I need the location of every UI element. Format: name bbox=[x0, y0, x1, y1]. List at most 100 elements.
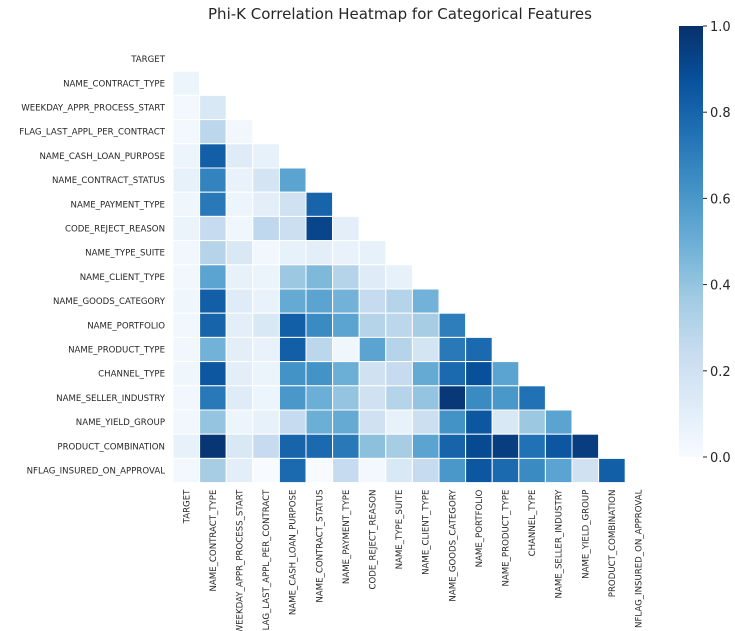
heatmap-cell bbox=[305, 264, 334, 290]
row-label: NAME_CONTRACT_TYPE bbox=[63, 79, 165, 89]
heatmap-cell bbox=[385, 457, 413, 484]
heatmap-cell bbox=[172, 361, 201, 387]
heatmap-cell bbox=[252, 457, 280, 484]
row-label: NAME_GOODS_CATEGORY bbox=[53, 297, 166, 307]
heatmap-cell bbox=[252, 264, 280, 290]
colorbar-tick-label: 1.0 bbox=[710, 20, 731, 35]
heatmap-cell bbox=[199, 191, 227, 217]
heatmap-cell bbox=[199, 336, 227, 363]
heatmap-cell bbox=[438, 433, 467, 459]
heatmap-cell bbox=[199, 457, 227, 484]
heatmap-cell bbox=[172, 288, 201, 314]
column-label: FLAG_LAST_APPL_PER_CONTRACT bbox=[262, 489, 272, 631]
heatmap-cell bbox=[411, 457, 440, 484]
heatmap-cell bbox=[199, 119, 227, 145]
heatmap-cell bbox=[411, 361, 440, 387]
heatmap-cell bbox=[438, 457, 467, 484]
heatmap-cell bbox=[278, 409, 307, 435]
heatmap-cell bbox=[172, 215, 201, 242]
heatmap-cell bbox=[305, 240, 334, 266]
heatmap-cell bbox=[332, 385, 360, 411]
column-label: CHANNEL_TYPE bbox=[528, 490, 538, 557]
heatmap-cell bbox=[465, 433, 493, 459]
column-label: NAME_GOODS_CATEGORY bbox=[448, 489, 458, 602]
heatmap-cell bbox=[332, 336, 360, 363]
heatmap-cell bbox=[571, 457, 600, 484]
heatmap-cell bbox=[544, 457, 573, 484]
column-label: NAME_CASH_LOAN_PURPOSE bbox=[289, 490, 299, 616]
heatmap-cell bbox=[172, 94, 201, 121]
heatmap-cell bbox=[172, 240, 201, 266]
heatmap-cell bbox=[305, 288, 334, 314]
heatmap-cell bbox=[411, 336, 440, 363]
heatmap-cell bbox=[411, 288, 440, 314]
heatmap-cell bbox=[332, 288, 360, 314]
column-label: NAME_CLIENT_TYPE bbox=[422, 490, 432, 575]
heatmap-cell bbox=[332, 433, 360, 459]
heatmap-cell bbox=[491, 409, 520, 435]
heatmap-cell bbox=[411, 409, 440, 435]
heatmap-cell bbox=[252, 336, 280, 363]
heatmap-cell bbox=[199, 361, 227, 387]
heatmap-cell bbox=[465, 361, 493, 387]
heatmap-cell bbox=[252, 312, 280, 338]
column-label: PRODUCT_COMBINATION bbox=[608, 490, 618, 598]
heatmap-cell bbox=[411, 433, 440, 459]
heatmap-cell bbox=[199, 409, 227, 435]
heatmap-cell bbox=[172, 409, 201, 435]
heatmap-cell bbox=[332, 312, 360, 338]
heatmap-cell bbox=[465, 409, 493, 435]
colorbar-tick-label: 0.0 bbox=[710, 451, 731, 466]
heatmap-cell bbox=[225, 240, 254, 266]
colorbar: 0.0 0.2 0.4 0.6 0.8 1.0 bbox=[679, 20, 731, 466]
row-label: NAME_PAYMENT_TYPE bbox=[71, 200, 165, 210]
row-label: NAME_PRODUCT_TYPE bbox=[68, 346, 165, 356]
heatmap-cell bbox=[518, 385, 546, 411]
heatmap-cell bbox=[305, 457, 334, 484]
colorbar-tick-label: 0.6 bbox=[710, 192, 731, 207]
heatmap-cell bbox=[278, 433, 307, 459]
row-label: FLAG_LAST_APPL_PER_CONTRACT bbox=[19, 128, 165, 138]
heatmap-cell bbox=[438, 361, 467, 387]
heatmap-cell bbox=[225, 119, 254, 145]
heatmap-cell bbox=[172, 119, 201, 145]
heatmap-cell bbox=[199, 288, 227, 314]
heatmap-cell bbox=[199, 94, 227, 121]
heatmap-cell bbox=[332, 457, 360, 484]
row-label: NAME_CLIENT_TYPE bbox=[80, 273, 165, 283]
heatmap-cell bbox=[225, 215, 254, 242]
heatmap-cell bbox=[438, 409, 467, 435]
heatmap-cell bbox=[385, 385, 413, 411]
heatmap-cell bbox=[172, 191, 201, 217]
heatmap-cell bbox=[518, 409, 546, 435]
heatmap-cell bbox=[278, 167, 307, 193]
heatmap-cell bbox=[252, 409, 280, 435]
column-label: NAME_PAYMENT_TYPE bbox=[342, 490, 352, 584]
row-label: NAME_YIELD_GROUP bbox=[76, 418, 165, 428]
heatmap-cell bbox=[225, 191, 254, 217]
heatmap-cell bbox=[172, 70, 201, 96]
column-label: NAME_TYPE_SUITE bbox=[395, 490, 405, 570]
heatmap-cell bbox=[358, 361, 387, 387]
heatmap-cell bbox=[278, 240, 307, 266]
heatmap-cell bbox=[278, 457, 307, 484]
row-label: NAME_CASH_LOAN_PURPOSE bbox=[39, 152, 165, 162]
heatmap-cell bbox=[544, 433, 573, 459]
column-label: NAME_SELLER_INDUSTRY bbox=[555, 489, 565, 599]
column-label: WEEKDAY_APPR_PROCESS_START bbox=[236, 489, 246, 631]
heatmap-cell bbox=[358, 385, 387, 411]
heatmap-cell bbox=[172, 312, 201, 338]
heatmap-cell bbox=[225, 385, 254, 411]
row-label: NAME_CONTRACT_STATUS bbox=[52, 176, 165, 186]
row-label: NAME_TYPE_SUITE bbox=[85, 249, 165, 259]
heatmap-cell bbox=[199, 312, 227, 338]
heatmap-cell bbox=[252, 385, 280, 411]
heatmap-cell bbox=[518, 457, 546, 484]
colorbar-gradient bbox=[679, 26, 703, 457]
row-label: WEEKDAY_APPR_PROCESS_START bbox=[21, 104, 166, 114]
heatmap-cell bbox=[358, 457, 387, 484]
heatmap-cell bbox=[225, 409, 254, 435]
heatmap-cell bbox=[252, 240, 280, 266]
heatmap-cell bbox=[225, 336, 254, 363]
